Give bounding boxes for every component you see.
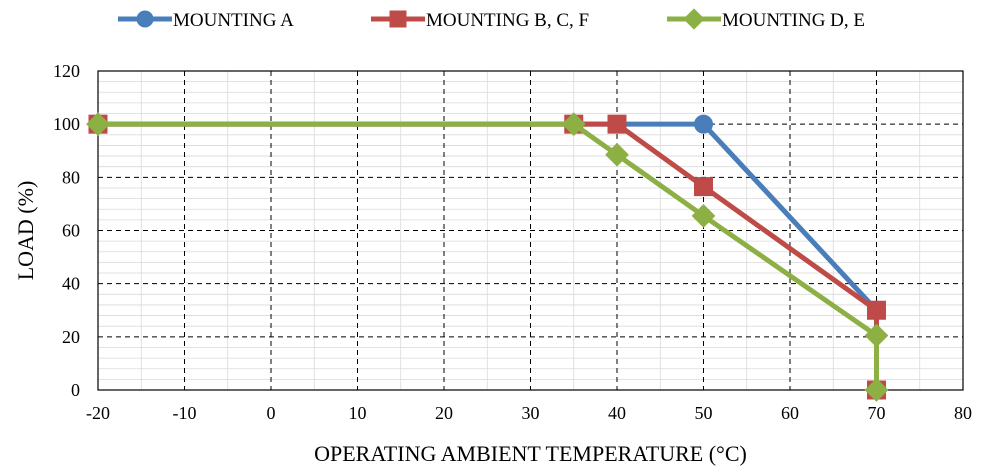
x-tick-label: 20: [435, 403, 453, 423]
legend-marker-1: [136, 10, 154, 28]
series-point-3: [691, 204, 716, 228]
y-tick-label: 20: [62, 327, 80, 347]
series-point-2: [694, 177, 713, 197]
series-3: [86, 112, 889, 402]
x-tick-label: 10: [349, 403, 367, 423]
y-tick-label: 80: [62, 167, 80, 187]
legend-label-2: MOUNTING B, C, F: [426, 10, 589, 31]
x-tick-label: 0: [267, 403, 276, 423]
plot-area: [97, 70, 964, 391]
legend-marker-2: [389, 10, 407, 28]
y-tick-label: 100: [53, 114, 80, 134]
x-tick-label: 60: [781, 403, 799, 423]
x-tick-label: -10: [173, 403, 197, 423]
series-point-3: [864, 378, 889, 402]
y-tick-label: 120: [53, 61, 80, 81]
series-point-3: [86, 112, 110, 137]
series-point-3: [864, 323, 889, 348]
y-tick-labels: 0 20 40 60 80 100 120: [53, 61, 80, 400]
series-point-3: [561, 112, 586, 137]
series-point-3: [605, 142, 629, 167]
x-tick-label: 70: [868, 403, 886, 423]
x-tick-label: 50: [695, 403, 713, 423]
x-tick-label: 80: [954, 403, 972, 423]
legend-item-3: MOUNTING D, E: [667, 8, 865, 31]
x-tick-label: 30: [522, 403, 540, 423]
x-tick-label: -20: [86, 403, 110, 423]
y-tick-label: 40: [62, 274, 80, 294]
legend-label-3: MOUNTING D, E: [722, 10, 865, 31]
legend-marker-3: [683, 8, 705, 30]
legend-item-2: MOUNTING B, C, F: [371, 10, 589, 31]
legend-item-1: MOUNTING A: [118, 10, 294, 31]
series-point-2: [607, 114, 627, 134]
series-point-1: [694, 114, 713, 134]
series-point-2: [867, 300, 886, 320]
x-tick-labels: -20 -10 0 10 20 30 40 50 60 70 80: [86, 403, 972, 423]
y-tick-label: 60: [62, 221, 80, 241]
series-layer: [86, 112, 889, 402]
legend: MOUNTING A MOUNTING B, C, F MOUNTING D, E: [118, 8, 865, 31]
x-tick-label: 40: [608, 403, 626, 423]
legend-label-1: MOUNTING A: [173, 10, 294, 31]
y-axis-title: LOAD (%): [13, 181, 38, 281]
x-axis-title: OPERATING AMBIENT TEMPERATURE (°C): [314, 441, 747, 466]
y-tick-label: 0: [71, 380, 80, 400]
